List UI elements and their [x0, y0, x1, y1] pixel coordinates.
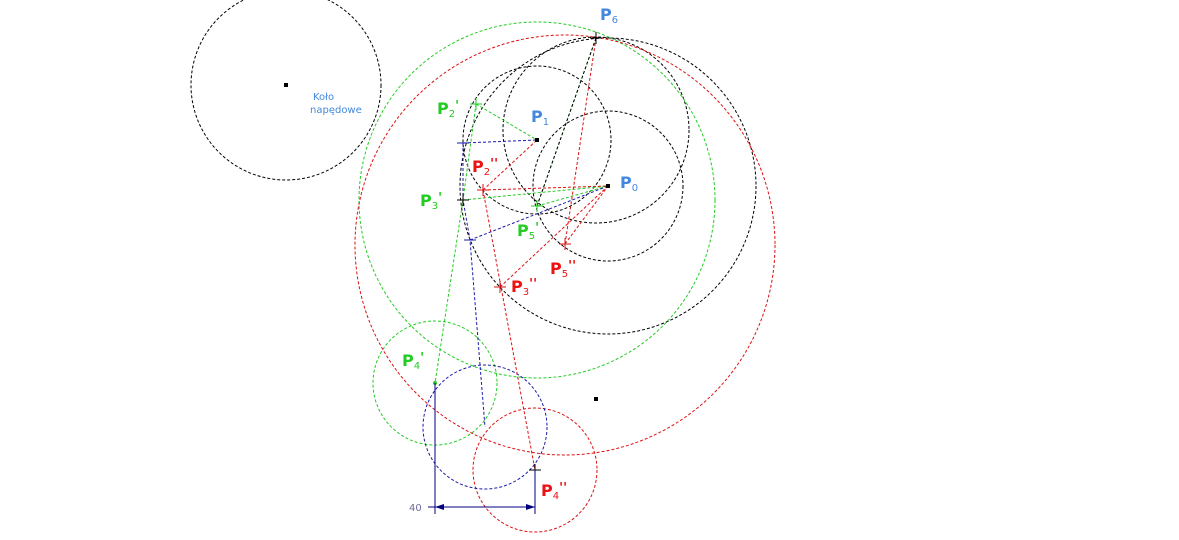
blue-link-left: [462, 143, 486, 428]
label-p2-dprime: P2'': [472, 157, 498, 178]
drive-wheel-label-line1: Koło: [313, 92, 334, 103]
large-black-circle: [459, 37, 757, 335]
label-p2-prime: P2': [437, 99, 459, 120]
label-p1: P1: [531, 107, 549, 128]
label-p4-prime: P4': [402, 351, 424, 372]
green-link-p2-p1: [475, 103, 538, 141]
red-link-p5-p6: [564, 37, 597, 245]
fixed-point-marker: [594, 397, 598, 401]
label-p6: P6: [600, 5, 618, 26]
crank-circle-p0: [532, 110, 684, 262]
p3-dprime-cross: [494, 281, 506, 293]
p3-prime-cross: [457, 194, 469, 206]
label-p5-dprime: P5'': [550, 259, 576, 280]
green-large-circle: [358, 21, 716, 379]
label-p4-dprime: P4'': [541, 481, 567, 502]
label-p0: P0: [620, 173, 638, 194]
p5-dprime-cross: [559, 238, 571, 250]
red-link-p2-p0: [482, 185, 609, 191]
p1-center: [535, 138, 539, 142]
p2-dprime-cross: [477, 184, 489, 196]
dim-arrow-left: [435, 504, 444, 510]
red-large-circle: [354, 34, 776, 456]
label-p3-dprime: P3'': [511, 277, 537, 298]
p5-prime-cross: [531, 200, 543, 212]
red-link-p2-p1: [482, 139, 538, 191]
drive-wheel-center: [284, 83, 288, 87]
drive-wheel-label-line2: napędowe: [310, 105, 362, 116]
red-link-p2-p4: [482, 189, 536, 471]
dimension-value: 40: [409, 503, 422, 514]
dim-arrow-right: [526, 504, 535, 510]
label-p5-prime: P5': [517, 221, 539, 242]
green-link-p2-p3: [462, 103, 477, 201]
p6-cross: [590, 32, 602, 44]
red-p4-circle: [472, 407, 598, 533]
p2-prime-cross: [470, 98, 482, 110]
coupler-circle-p6: [502, 36, 690, 224]
blue-link-top: [462, 139, 538, 144]
green-link-p3-p0: [462, 185, 609, 201]
p0-center: [606, 184, 610, 188]
green-link-p3-p4: [434, 199, 464, 384]
label-p3-prime: P3': [420, 191, 442, 212]
drive-wheel-circle: [190, 0, 382, 181]
red-link-p5-p0: [564, 185, 609, 245]
green-link-p5-p0: [536, 185, 609, 207]
blue-circle: [422, 364, 548, 490]
